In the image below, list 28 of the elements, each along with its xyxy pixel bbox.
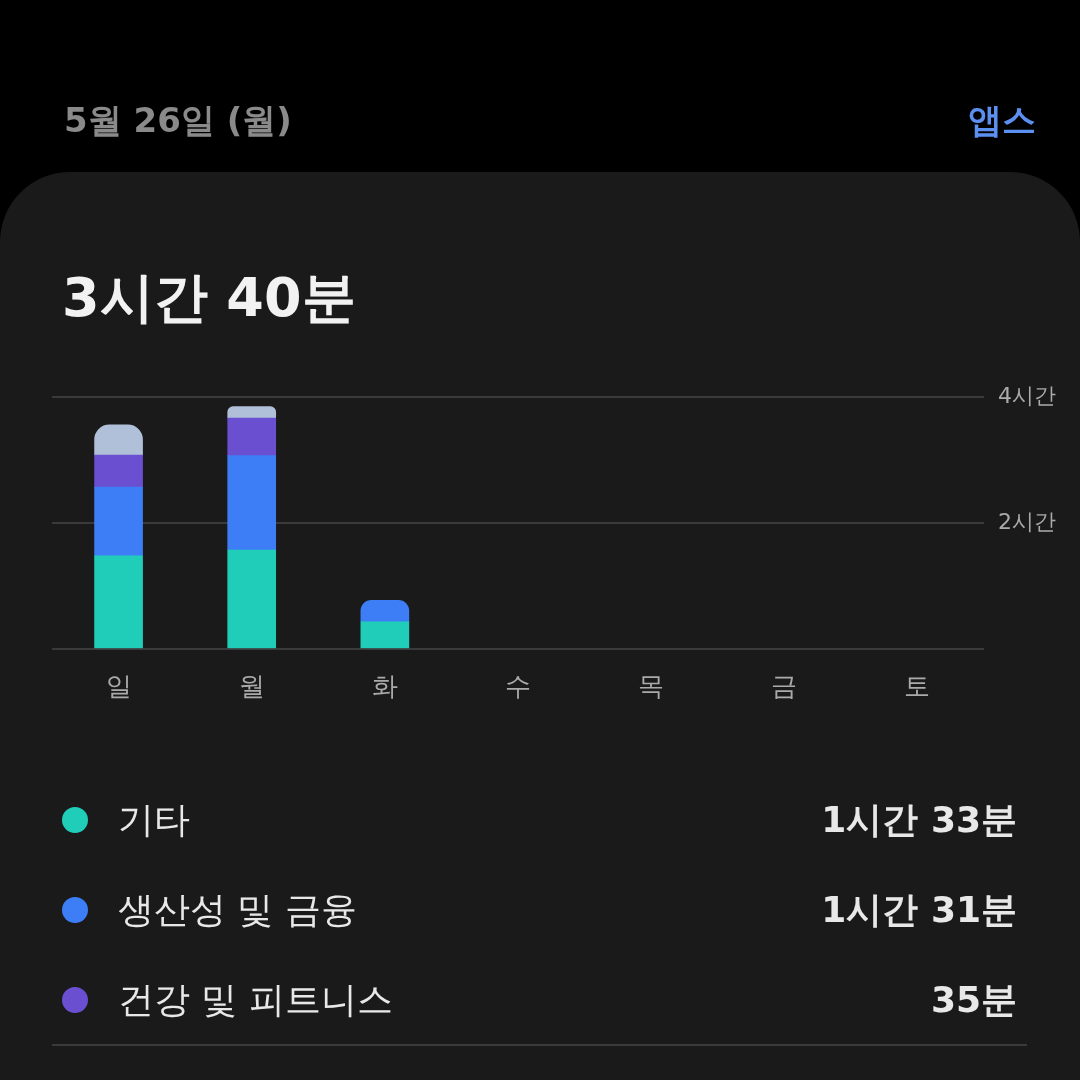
x-tick-label: 수 [505,671,531,702]
bar [94,424,143,456]
legend-label: 생산성 및 금융 [118,887,358,932]
bar [227,549,277,649]
x-tick-label: 화 [371,671,398,702]
text: 앱스 [968,99,1036,142]
x-tick-label: 월 [238,671,265,702]
bar [94,555,143,649]
text: 35분 [930,977,1017,1022]
legend-label: 기타 [118,797,191,842]
chart-title: 3시간 40분 [62,265,356,331]
x-tick-label: 토 [904,671,931,702]
bar [360,621,410,649]
y-tick-label: 4시간 [998,382,1056,408]
x-tick-label: 일 [105,671,132,702]
bar [94,486,143,557]
text: 1시간 31분 [821,887,1017,932]
bar [227,417,277,457]
x-tick-label: 목 [638,671,665,702]
legend-label: 건강 및 피트니스 [118,977,394,1022]
text: 1시간 33분 [821,797,1017,842]
bar [94,454,143,488]
bar [227,455,277,551]
bar [227,406,277,419]
x-tick-label: 금 [771,671,798,702]
chart-subtitle: 5월 26일 (월) [64,99,292,142]
bar [360,600,410,623]
y-tick-label: 2시간 [998,508,1056,534]
